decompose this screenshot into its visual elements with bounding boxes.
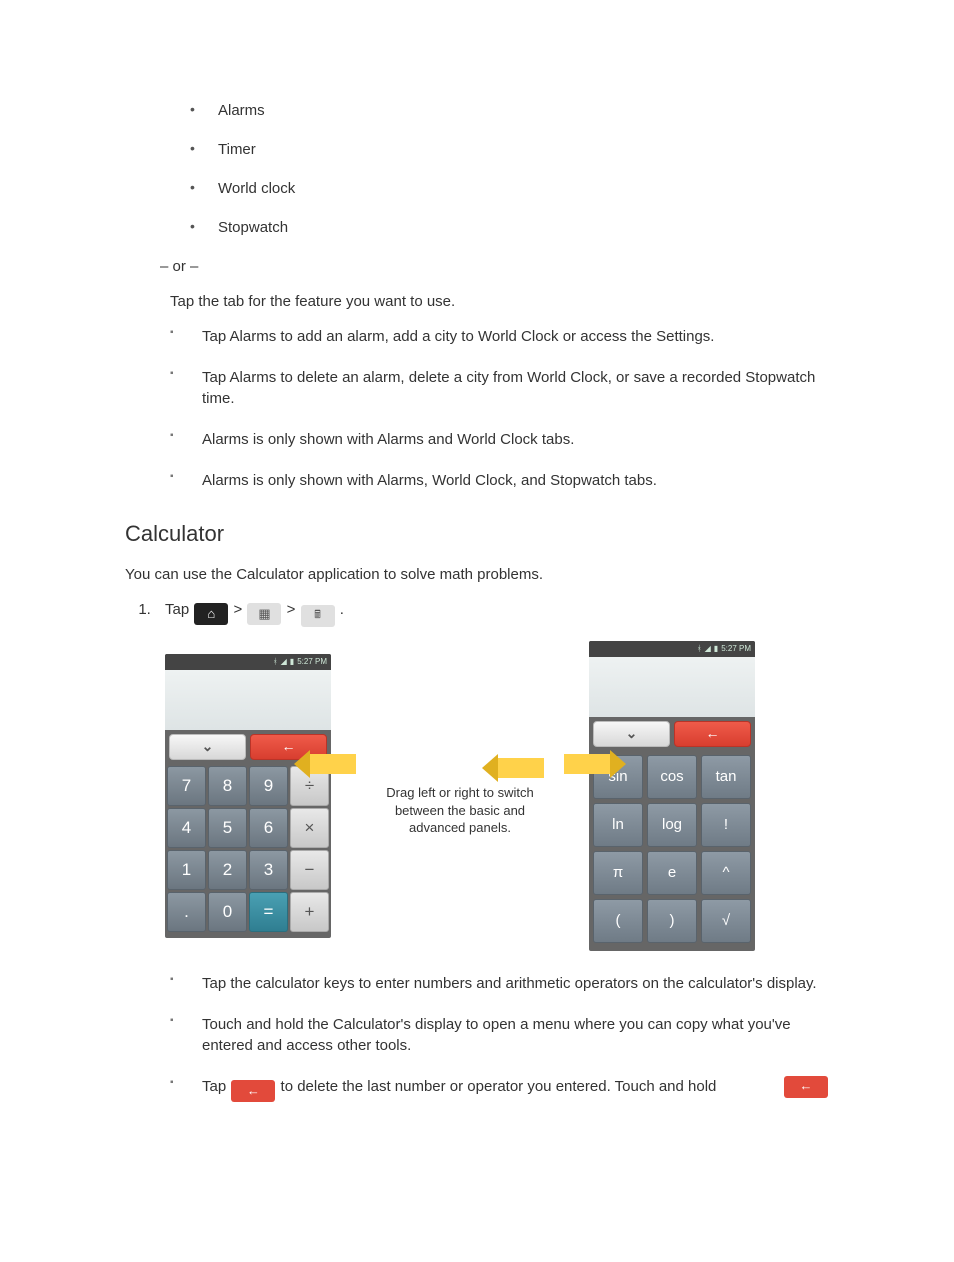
backspace-icon: ← bbox=[784, 1076, 828, 1098]
battery-icon: ▮ bbox=[714, 643, 718, 654]
clock-feature-label: Timer bbox=[218, 141, 256, 158]
key-multiply[interactable]: × bbox=[290, 808, 329, 848]
note-text: Tap Alarms to add an alarm, add a city t… bbox=[202, 328, 714, 345]
menu-notes: Tap Alarms to add an alarm, add a city t… bbox=[170, 326, 829, 491]
status-bar: ᚼ ◢ ▮ 5:27 PM bbox=[589, 641, 755, 657]
clock-feature-list: Alarms Timer World clock Stopwatch bbox=[190, 100, 829, 238]
arrow-left-icon-2 bbox=[308, 754, 356, 774]
tip3-a: Tap bbox=[202, 1078, 226, 1095]
status-time: 5:27 PM bbox=[297, 656, 327, 667]
network-icon: ◢ bbox=[705, 643, 711, 654]
tip-text: Touch and hold the Calculator's display … bbox=[202, 1016, 791, 1054]
home-icon: ⌂ bbox=[194, 603, 228, 625]
calculator-display[interactable] bbox=[589, 657, 755, 717]
or-separator: – or – bbox=[160, 256, 829, 277]
list-item: Tap the calculator keys to enter numbers… bbox=[170, 973, 829, 994]
advanced-keypad: sin cos tan ln log ! π e ^ ( ) √ bbox=[589, 751, 755, 951]
control-row: ⌄ ← bbox=[589, 717, 755, 751]
key-equals[interactable]: = bbox=[249, 892, 288, 932]
calculator-intro: You can use the Calculator application t… bbox=[125, 564, 829, 585]
or-instruction: Tap the tab for the feature you want to … bbox=[170, 291, 829, 312]
key-cos[interactable]: cos bbox=[647, 755, 697, 799]
key-lparen[interactable]: ( bbox=[593, 899, 643, 943]
back-arrow-icon: ← bbox=[706, 724, 720, 744]
key-5[interactable]: 5 bbox=[208, 808, 247, 848]
key-1[interactable]: 1 bbox=[167, 850, 206, 890]
key-minus[interactable]: − bbox=[290, 850, 329, 890]
step-item: Tap ⌂ > ▦ > 🖩 . bbox=[155, 599, 829, 627]
step-tail: . bbox=[340, 601, 344, 618]
list-item: Timer bbox=[190, 139, 829, 160]
swipe-hint: Drag left or right to switch between the… bbox=[370, 754, 550, 837]
list-item: World clock bbox=[190, 178, 829, 199]
key-dot[interactable]: . bbox=[167, 892, 206, 932]
chevron-down-icon: ⌄ bbox=[202, 737, 214, 757]
calculator-steps: Tap ⌂ > ▦ > 🖩 . bbox=[155, 599, 829, 627]
list-item: Tap Alarms to delete an alarm, delete a … bbox=[170, 367, 829, 409]
key-8[interactable]: 8 bbox=[208, 766, 247, 806]
expand-button[interactable]: ⌄ bbox=[169, 734, 246, 760]
key-pi[interactable]: π bbox=[593, 851, 643, 895]
battery-icon: ▮ bbox=[290, 656, 294, 667]
list-item: Alarms is only shown with Alarms and Wor… bbox=[170, 429, 829, 450]
clock-feature-label: World clock bbox=[218, 180, 295, 197]
key-7[interactable]: 7 bbox=[167, 766, 206, 806]
status-time: 5:27 PM bbox=[721, 643, 751, 654]
step-text: Tap bbox=[165, 601, 189, 618]
key-3[interactable]: 3 bbox=[249, 850, 288, 890]
list-item: Alarms bbox=[190, 100, 829, 121]
key-0[interactable]: 0 bbox=[208, 892, 247, 932]
key-ln[interactable]: ln bbox=[593, 803, 643, 847]
list-item: Touch and hold the Calculator's display … bbox=[170, 1014, 829, 1056]
network-icon: ◢ bbox=[281, 656, 287, 667]
tip-text: Tap the calculator keys to enter numbers… bbox=[202, 975, 817, 992]
key-4[interactable]: 4 bbox=[167, 808, 206, 848]
calculator-heading: Calculator bbox=[125, 519, 829, 550]
key-2[interactable]: 2 bbox=[208, 850, 247, 890]
list-item: Tap ← to delete the last number or opera… bbox=[170, 1076, 829, 1102]
clock-feature-label: Stopwatch bbox=[218, 219, 288, 236]
key-factorial[interactable]: ! bbox=[701, 803, 751, 847]
note-text: Alarms is only shown with Alarms and Wor… bbox=[202, 431, 574, 448]
expand-button[interactable]: ⌄ bbox=[593, 721, 670, 747]
note-text: Tap Alarms to delete an alarm, delete a … bbox=[202, 369, 815, 407]
list-item: Tap Alarms to add an alarm, add a city t… bbox=[170, 326, 829, 347]
backspace-icon: ← bbox=[231, 1080, 275, 1102]
list-item: Alarms is only shown with Alarms, World … bbox=[170, 470, 829, 491]
calculator-display[interactable] bbox=[165, 670, 331, 730]
key-log[interactable]: log bbox=[647, 803, 697, 847]
calculator-panels-figure: ᚼ ◢ ▮ 5:27 PM ⌄ ← 7 8 9 ÷ 4 5 6 × 1 bbox=[165, 641, 755, 951]
calculator-app-icon: 🖩 bbox=[301, 605, 335, 627]
key-tan[interactable]: tan bbox=[701, 755, 751, 799]
chevron-down-icon: ⌄ bbox=[626, 724, 638, 744]
arrow-left-icon bbox=[496, 758, 544, 778]
advanced-calculator-phone: ᚼ ◢ ▮ 5:27 PM ⌄ ← sin cos tan ln log ! π… bbox=[589, 641, 755, 951]
backspace-button[interactable]: ← bbox=[674, 721, 751, 747]
calculator-tips: Tap the calculator keys to enter numbers… bbox=[170, 973, 829, 1102]
basic-keypad: 7 8 9 ÷ 4 5 6 × 1 2 3 − . 0 = + bbox=[165, 764, 331, 938]
key-plus[interactable]: + bbox=[290, 892, 329, 932]
bluetooth-icon: ᚼ bbox=[697, 643, 702, 654]
note-text: Alarms is only shown with Alarms, World … bbox=[202, 472, 657, 489]
status-bar: ᚼ ◢ ▮ 5:27 PM bbox=[165, 654, 331, 670]
key-6[interactable]: 6 bbox=[249, 808, 288, 848]
key-e[interactable]: e bbox=[647, 851, 697, 895]
clock-feature-label: Alarms bbox=[218, 102, 265, 119]
key-sqrt[interactable]: √ bbox=[701, 899, 751, 943]
bluetooth-icon: ᚼ bbox=[273, 656, 278, 667]
key-9[interactable]: 9 bbox=[249, 766, 288, 806]
key-power[interactable]: ^ bbox=[701, 851, 751, 895]
tip3-b: to delete the last number or operator yo… bbox=[281, 1078, 717, 1095]
list-item: Stopwatch bbox=[190, 217, 829, 238]
swipe-hint-text: Drag left or right to switch between the… bbox=[386, 785, 533, 835]
arrow-right-icon bbox=[564, 754, 612, 774]
apps-grid-icon: ▦ bbox=[247, 603, 281, 625]
key-rparen[interactable]: ) bbox=[647, 899, 697, 943]
basic-calculator-phone: ᚼ ◢ ▮ 5:27 PM ⌄ ← 7 8 9 ÷ 4 5 6 × 1 bbox=[165, 654, 331, 938]
